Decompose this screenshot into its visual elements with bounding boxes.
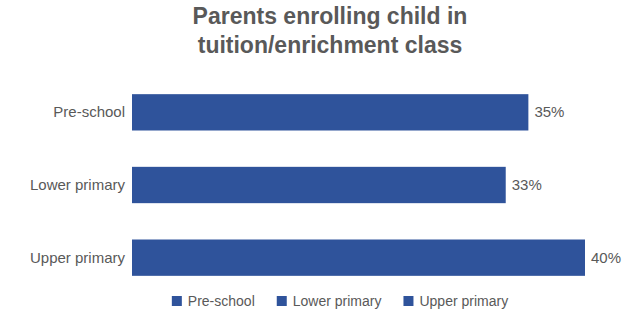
category-label: Upper primary [30, 249, 126, 266]
legend-swatch [172, 296, 182, 306]
data-label: 40% [591, 249, 621, 266]
bars [132, 94, 585, 276]
category-label: Pre-school [53, 103, 125, 120]
bar [132, 167, 506, 203]
legend-swatch [277, 296, 287, 306]
legend: Pre-school Lower primary Upper primary [172, 293, 508, 309]
chart-title: Parents enrolling child in tuition/enric… [170, 2, 490, 60]
bar [132, 94, 528, 130]
legend-swatch [403, 296, 413, 306]
labels: Pre-school 35% Lower primary 33% Upper prima… [30, 103, 621, 265]
data-label: 35% [534, 103, 564, 120]
legend-label: Pre-school [188, 293, 255, 309]
legend-label: Lower primary [293, 293, 382, 309]
bar [132, 240, 585, 276]
category-label: Lower primary [30, 176, 126, 193]
chart-canvas: Pre-school 35% Lower primary 33% Upper prima… [0, 0, 640, 321]
data-label: 33% [512, 176, 542, 193]
legend-label: Upper primary [419, 293, 508, 309]
